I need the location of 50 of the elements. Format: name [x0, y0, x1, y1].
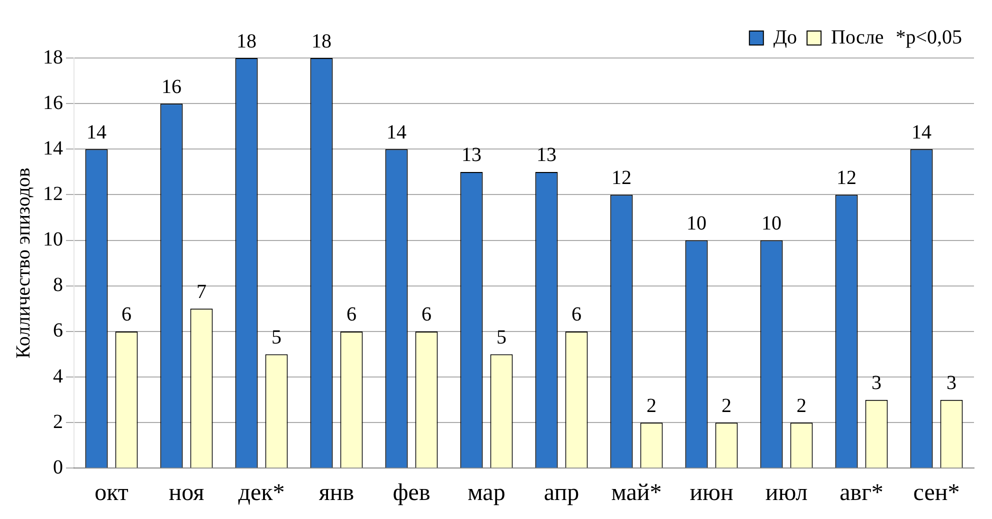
y-tick-label: 2: [53, 410, 63, 433]
x-tick-label: апр: [544, 480, 580, 506]
legend-label: После: [831, 26, 884, 48]
data-label: 6: [422, 304, 432, 326]
x-tick-label: окт: [94, 480, 129, 506]
x-tick-label: фев: [392, 480, 430, 506]
x-tick-label: авг*: [840, 480, 884, 506]
data-label: 3: [946, 372, 956, 394]
data-label: 2: [646, 394, 656, 417]
data-label: 12: [612, 166, 632, 189]
x-tick-label: июн: [690, 480, 734, 506]
data-label: 7: [196, 280, 206, 303]
y-tick-label: 18: [43, 46, 63, 68]
text: *p<0,05: [896, 26, 962, 48]
x-tick-label: сен*: [913, 480, 960, 506]
data-label: 5: [496, 326, 506, 349]
data-label: 16: [162, 76, 182, 98]
y-axis-title: Колличество эпизодов: [12, 168, 34, 359]
x-tick-label: ноя: [168, 480, 204, 506]
data-label: 13: [536, 144, 556, 166]
y-tick-label: 8: [53, 274, 63, 296]
data-label: 3: [872, 372, 882, 394]
y-tick-label: 12: [43, 182, 63, 205]
x-tick-label: дек*: [238, 480, 285, 506]
data-label: 14: [912, 121, 932, 144]
data-label: 6: [346, 304, 356, 326]
x-tick-label: янв: [318, 480, 354, 506]
y-tick-label: 0: [53, 456, 63, 478]
legend-label: До: [773, 26, 798, 48]
y-tick-label: 16: [43, 92, 63, 114]
data-label: 14: [86, 121, 106, 144]
data-label: 14: [386, 121, 406, 144]
data-label: 10: [762, 212, 782, 235]
x-tick-label: июл: [765, 480, 808, 506]
data-label: 12: [836, 166, 856, 189]
x-tick-label: май*: [611, 480, 662, 506]
x-tick-label: мар: [468, 480, 506, 506]
data-label: 18: [236, 30, 256, 52]
y-tick-label: 4: [53, 365, 63, 388]
data-label: 2: [722, 394, 732, 417]
data-label: 5: [272, 326, 282, 349]
y-tick-label: 6: [53, 320, 63, 342]
y-tick-label: 14: [43, 137, 63, 160]
data-label: 18: [312, 30, 332, 52]
data-label: 6: [122, 304, 132, 326]
data-label: 6: [572, 304, 582, 326]
data-label: 10: [686, 212, 706, 235]
data-label: 13: [462, 144, 482, 166]
data-label: 2: [796, 394, 806, 417]
y-tick-label: 10: [43, 228, 63, 251]
